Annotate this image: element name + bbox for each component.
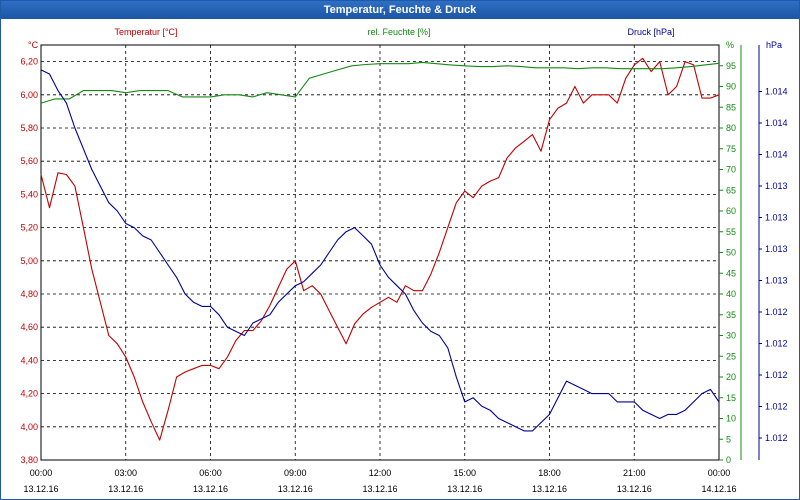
window-title: Temperatur, Feuchte & Druck xyxy=(1,1,799,19)
temp-tick-label: 5,00 xyxy=(20,256,38,266)
temp-tick-label: 4,00 xyxy=(20,422,38,432)
x-tick-time: 12:00 xyxy=(369,468,392,478)
press-unit-label: hPa xyxy=(766,40,782,50)
x-tick-time: 06:00 xyxy=(199,468,222,478)
temp-tick-label: 5,80 xyxy=(20,123,38,133)
x-tick-time: 15:00 xyxy=(453,468,476,478)
hum-tick-label: 30 xyxy=(726,331,736,341)
press-tick-label: 1.013 xyxy=(765,276,788,286)
x-tick-date: 13.12.16 xyxy=(108,484,143,494)
hum-tick-label: 40 xyxy=(726,289,736,299)
hum-tick-label: 10 xyxy=(726,414,736,424)
temp-unit-label: °C xyxy=(28,40,39,50)
hum-tick-label: 50 xyxy=(726,248,736,258)
x-tick-time: 18:00 xyxy=(538,468,561,478)
x-tick-date: 13.12.16 xyxy=(193,484,228,494)
hum-tick-label: 20 xyxy=(726,372,736,382)
hum-tick-label: 60 xyxy=(726,206,736,216)
temp-tick-label: 4,60 xyxy=(20,322,38,332)
hum-tick-label: 35 xyxy=(726,310,736,320)
temp-tick-label: 3,80 xyxy=(20,455,38,465)
press-tick-label: 1.014 xyxy=(765,118,788,128)
series-layer xyxy=(40,57,720,441)
press-tick-label: 1.013 xyxy=(765,213,788,223)
x-tick-date: 14.12.16 xyxy=(701,484,736,494)
hum-tick-label: 85 xyxy=(726,102,736,112)
labels-layer: Temperatur [°C] rel. Feuchte [%] Druck [… xyxy=(28,27,782,50)
grid xyxy=(40,44,720,461)
hum-tick-label: 80 xyxy=(726,123,736,133)
press-tick-label: 1.013 xyxy=(765,181,788,191)
press-axis-label: Druck [hPa] xyxy=(627,27,674,37)
series-line-press xyxy=(40,69,720,432)
x-tick-date: 13.12.16 xyxy=(362,484,397,494)
x-tick-time: 00:00 xyxy=(708,468,731,478)
axes-layer: 3,80 4,00 4,20 4,40 4,60 4,80 5,00 5,20 5,40 5,60… xyxy=(20,45,788,494)
x-tick-date: 13.12.16 xyxy=(447,484,482,494)
hum-tick-label: 70 xyxy=(726,165,736,175)
temp-tick-label: 4,20 xyxy=(20,389,38,399)
temp-tick-label: 5,40 xyxy=(20,189,38,199)
series-line-temp xyxy=(40,57,720,441)
temp-tick-label: 5,60 xyxy=(20,156,38,166)
press-tick-label: 1.012 xyxy=(765,307,788,317)
temp-tick-label: 5,20 xyxy=(20,223,38,233)
press-tick-label: 1.014 xyxy=(765,87,788,97)
temp-tick-label: 6,20 xyxy=(20,57,38,67)
hum-tick-label: 15 xyxy=(726,393,736,403)
hum-tick-label: 25 xyxy=(726,351,736,361)
hum-tick-label: 5 xyxy=(726,434,731,444)
hum-unit-label: % xyxy=(726,40,734,50)
x-tick-time: 00:00 xyxy=(30,468,53,478)
x-tick-date: 13.12.16 xyxy=(23,484,58,494)
x-tick-date: 13.12.16 xyxy=(532,484,567,494)
hum-tick-label: 65 xyxy=(726,185,736,195)
press-tick-label: 1.014 xyxy=(765,150,788,160)
series-line-hum xyxy=(40,61,720,104)
hum-axis-label: rel. Feuchte [%] xyxy=(367,27,430,37)
press-tick-label: 1.012 xyxy=(765,433,788,443)
press-tick-label: 1.013 xyxy=(765,244,788,254)
hum-tick-label: 55 xyxy=(726,227,736,237)
press-tick-label: 1.012 xyxy=(765,339,788,349)
temp-tick-label: 4,40 xyxy=(20,355,38,365)
temp-tick-label: 4,80 xyxy=(20,289,38,299)
hum-tick-label: 90 xyxy=(726,82,736,92)
hum-tick-label: 0 xyxy=(726,455,731,465)
temp-tick-label: 6,00 xyxy=(20,90,38,100)
x-tick-time: 21:00 xyxy=(623,468,646,478)
x-tick-date: 13.12.16 xyxy=(617,484,652,494)
hum-tick-label: 45 xyxy=(726,268,736,278)
press-tick-label: 1.012 xyxy=(765,402,788,412)
x-tick-time: 03:00 xyxy=(114,468,137,478)
temp-axis-label: Temperatur [°C] xyxy=(114,27,177,37)
hum-tick-label: 95 xyxy=(726,61,736,71)
hum-tick-label: 75 xyxy=(726,144,736,154)
x-tick-time: 09:00 xyxy=(284,468,307,478)
x-tick-date: 13.12.16 xyxy=(278,484,313,494)
press-tick-label: 1.012 xyxy=(765,370,788,380)
